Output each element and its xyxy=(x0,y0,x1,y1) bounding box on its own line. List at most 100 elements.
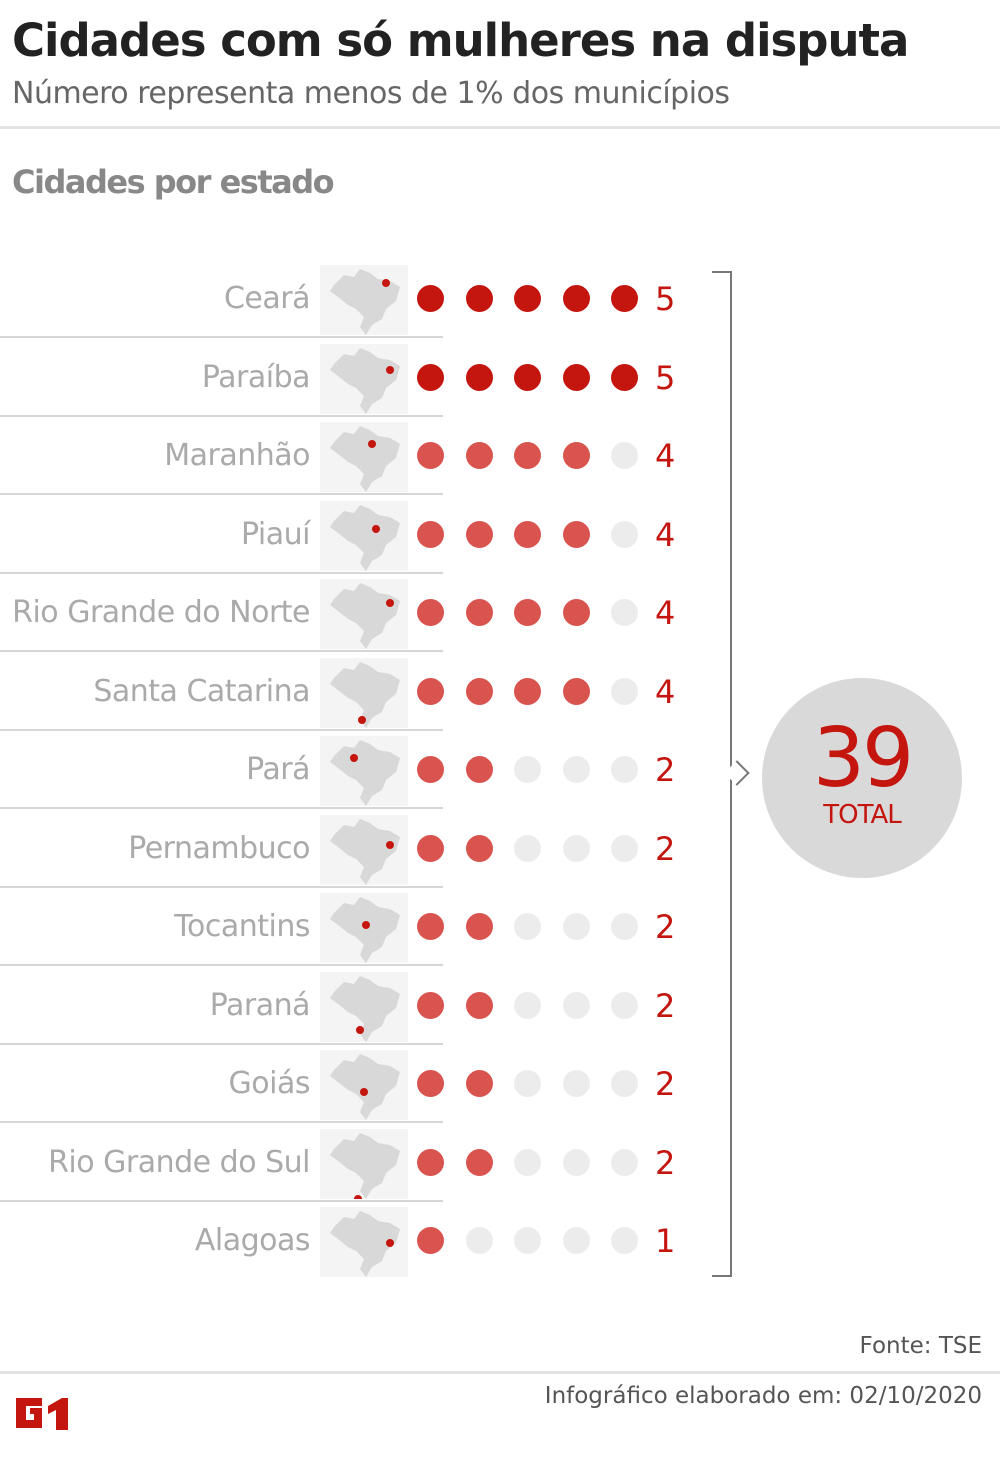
filled-dot xyxy=(465,834,493,862)
filled-dot xyxy=(417,599,444,626)
filled-dot xyxy=(465,599,493,626)
empty-dot xyxy=(562,1070,590,1097)
brazil-map-icon xyxy=(320,579,408,649)
value-label: 2 xyxy=(655,1143,676,1182)
filled-dot xyxy=(465,991,493,1019)
filled-dot xyxy=(417,363,444,391)
value-label: 5 xyxy=(655,280,676,318)
row-divider xyxy=(0,1121,443,1123)
filled-dot xyxy=(465,520,493,548)
state-label: Tocantins xyxy=(174,909,310,944)
value-label: 2 xyxy=(655,1065,676,1103)
state-label: Ceará xyxy=(223,281,311,316)
empty-dot xyxy=(611,756,638,783)
row-divider xyxy=(0,571,443,574)
empty-dot xyxy=(611,991,638,1019)
empty-dot xyxy=(611,1227,638,1254)
filled-dot xyxy=(417,1148,444,1176)
value-label: 4 xyxy=(655,672,676,711)
filled-dot xyxy=(562,520,590,548)
chart-row: Paraná 2 xyxy=(0,967,700,1045)
empty-dot xyxy=(611,834,638,862)
total-value: 39 xyxy=(812,711,914,806)
empty-dot xyxy=(514,834,541,862)
source: Fonte: TSE xyxy=(859,1333,982,1359)
empty-dot xyxy=(611,1070,638,1097)
brazil-map-icon xyxy=(320,422,408,492)
brazil-map-icon xyxy=(320,1207,408,1277)
empty-dot xyxy=(611,913,638,940)
empty-dot xyxy=(611,599,638,626)
filled-dot xyxy=(562,442,590,469)
empty-dot xyxy=(465,1227,493,1254)
filled-dot xyxy=(417,677,444,705)
page-subtitle: Número representa menos de 1% dos municí… xyxy=(12,76,730,111)
empty-dot xyxy=(562,1227,590,1254)
filled-dot xyxy=(465,285,493,312)
filled-dot xyxy=(611,285,638,312)
chart-row: Tocantins 2 xyxy=(0,888,700,966)
value-label: 2 xyxy=(655,986,676,1025)
filled-dot xyxy=(465,1148,493,1176)
chart-row: Maranhão 4 xyxy=(0,417,700,495)
filled-dot xyxy=(562,285,590,312)
filled-dot xyxy=(465,1070,493,1097)
value-label: 2 xyxy=(655,908,676,946)
empty-dot xyxy=(514,991,541,1019)
value-label: 2 xyxy=(655,829,676,868)
page-title: Cidades com só mulheres na disputa xyxy=(12,14,909,67)
filled-dot xyxy=(417,520,444,548)
filled-dot xyxy=(417,991,444,1019)
empty-dot xyxy=(514,1148,541,1176)
empty-dot xyxy=(562,834,590,862)
filled-dot xyxy=(465,442,493,469)
empty-dot xyxy=(611,1148,638,1176)
empty-dot xyxy=(514,1227,541,1254)
total-label: TOTAL xyxy=(823,800,901,830)
brazil-map-icon xyxy=(320,265,408,335)
empty-dot xyxy=(514,913,541,940)
chart-row: Santa Catarina 4 xyxy=(0,653,700,731)
brazil-map-icon xyxy=(320,893,408,963)
state-label: Pará xyxy=(246,752,310,787)
value-label: 2 xyxy=(655,751,676,789)
state-label: Santa Catarina xyxy=(93,673,310,709)
state-label: Piauí xyxy=(241,516,311,552)
filled-dot xyxy=(465,363,493,391)
filled-dot xyxy=(417,285,444,312)
brazil-map-icon xyxy=(320,1050,408,1120)
row-divider xyxy=(0,964,443,966)
chart-row: Piauí 4 xyxy=(0,496,700,574)
filled-dot xyxy=(562,599,590,626)
empty-dot xyxy=(562,991,590,1019)
row-divider xyxy=(0,728,443,731)
divider xyxy=(0,126,1000,129)
filled-dot xyxy=(514,442,541,469)
row-divider xyxy=(0,650,443,652)
state-label: Rio Grande do Sul xyxy=(48,1144,310,1180)
chart-row: Rio Grande do Sul 2 xyxy=(0,1124,700,1203)
row-divider xyxy=(0,807,443,809)
filled-dot xyxy=(514,363,541,391)
footer-date: Infográfico elaborado em: 02/10/2020 xyxy=(544,1383,982,1409)
filled-dot xyxy=(417,756,444,783)
filled-dot xyxy=(417,442,444,469)
chart-row: Paraíba 5 xyxy=(0,339,700,417)
state-label: Pernambuco xyxy=(128,830,310,866)
value-label: 5 xyxy=(655,358,676,397)
empty-dot xyxy=(562,756,590,783)
filled-dot xyxy=(514,677,541,705)
section-title: Cidades por estado xyxy=(12,163,335,201)
row-divider xyxy=(0,1199,443,1202)
filled-dot xyxy=(417,1070,444,1097)
empty-dot xyxy=(611,520,638,548)
value-label: 4 xyxy=(655,515,676,554)
brazil-map-icon xyxy=(320,736,408,806)
chart-row: Pernambuco 2 xyxy=(0,810,700,888)
empty-dot xyxy=(611,442,638,469)
brazil-map-icon xyxy=(320,500,408,571)
value-label: 1 xyxy=(655,1222,676,1260)
empty-dot xyxy=(514,756,541,783)
value-label: 4 xyxy=(655,437,676,475)
